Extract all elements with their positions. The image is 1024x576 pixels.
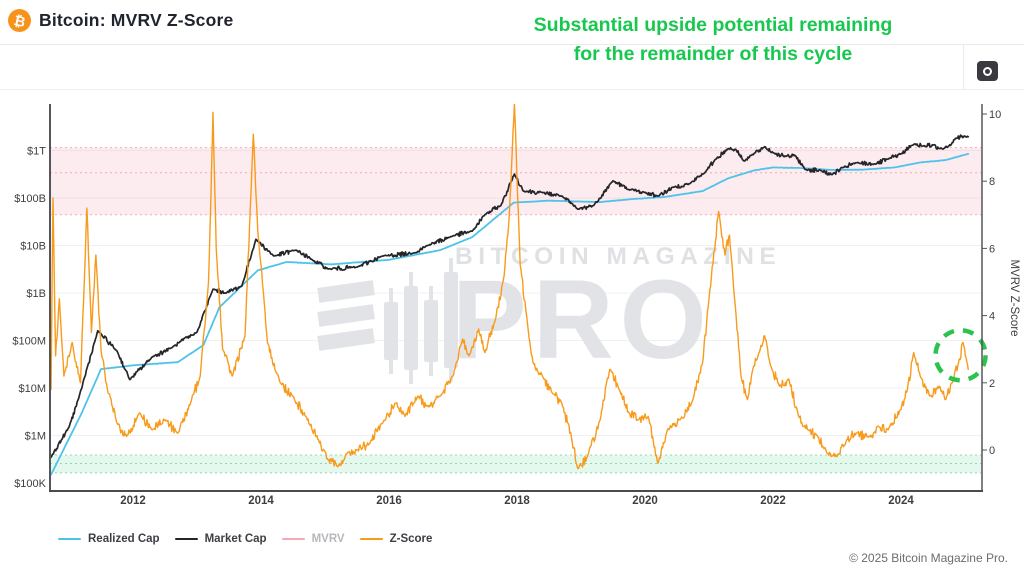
- legend-label: MVRV: [311, 533, 345, 545]
- right-axis-tick: 4: [989, 311, 995, 323]
- left-axis-tick: $100M: [12, 336, 46, 348]
- svg-text:BITCOIN MAGAZINE: BITCOIN MAGAZINE: [455, 243, 781, 270]
- left-axis-tick: $1T: [27, 146, 46, 158]
- right-axis-tick: 0: [989, 445, 995, 457]
- x-axis-tick: 2022: [760, 495, 786, 507]
- x-axis-tick: 2012: [120, 495, 146, 507]
- legend-item-market-cap[interactable]: Market Cap: [174, 533, 267, 545]
- current-value-highlight-circle: [933, 327, 988, 383]
- annotation-text: Substantial upside potential remaining f…: [468, 11, 958, 69]
- x-axis-tick: 2016: [376, 495, 402, 507]
- page-title: Bitcoin: MVRV Z-Score: [39, 10, 234, 30]
- left-axis-tick: $100K: [14, 478, 46, 490]
- right-axis-tick: 2: [989, 378, 995, 390]
- right-axis-tick: 6: [989, 243, 995, 255]
- left-axis-tick: $10M: [18, 383, 46, 395]
- copyright-text: © 2025 Bitcoin Magazine Pro.: [849, 551, 1008, 565]
- legend-item-mvrv[interactable]: MVRV: [281, 533, 345, 545]
- annotation-line1: Substantial upside potential remaining: [533, 14, 893, 36]
- legend-item-z-score[interactable]: Z-Score: [359, 533, 433, 545]
- left-axis-tick: $100B: [14, 193, 46, 205]
- annotation-line2: for the remainder of this cycle: [573, 43, 853, 65]
- header-divider: [0, 44, 1024, 45]
- bitcoin-icon: ₿: [8, 9, 31, 32]
- legend-label: Market Cap: [204, 533, 267, 545]
- chart-legend: Realized Cap Market Cap MVRV Z-Score: [58, 533, 432, 545]
- valuation-zones: [50, 147, 982, 474]
- camera-icon: [983, 66, 992, 76]
- right-axis-title: MVRV Z-Score: [1008, 259, 1020, 336]
- x-axis-tick: 2024: [888, 495, 914, 507]
- right-axis-tick: 8: [989, 176, 995, 188]
- legend-swatch: [359, 537, 383, 541]
- series-lines: [50, 104, 970, 476]
- svg-text:PRO: PRO: [452, 257, 713, 382]
- left-axis-tick: $1B: [26, 288, 46, 300]
- right-axis-tick: 10: [989, 109, 1001, 121]
- series-z-score: [50, 104, 969, 470]
- legend-label: Realized Cap: [88, 533, 160, 545]
- x-axis-tick: 2014: [248, 495, 274, 507]
- toolbar-vertical-divider: [963, 45, 964, 89]
- left-axis-tick: $1M: [25, 431, 46, 443]
- screenshot-camera-button[interactable]: [977, 61, 998, 81]
- legend-swatch: [281, 537, 305, 541]
- legend-swatch: [174, 537, 198, 541]
- legend-swatch: [58, 537, 81, 541]
- page-header: ₿ Bitcoin: MVRV Z-Score: [8, 9, 233, 32]
- axes: $1T$100B$10B$1B$100M$10M$1M$100K10864202…: [12, 104, 1020, 507]
- x-axis-tick: 2020: [632, 495, 658, 507]
- left-axis-tick: $10B: [20, 241, 46, 253]
- legend-item-realized-cap[interactable]: Realized Cap: [58, 533, 160, 545]
- legend-label: Z-Score: [389, 533, 433, 545]
- x-axis-tick: 2018: [504, 495, 530, 507]
- toolbar-divider: [0, 89, 1024, 90]
